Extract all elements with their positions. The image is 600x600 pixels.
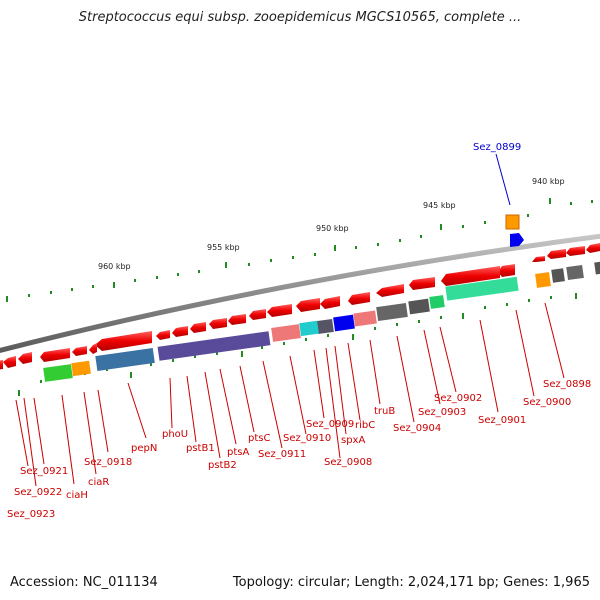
label-pepn: pepN	[131, 443, 157, 454]
label-sez-0921: Sez_0921	[20, 466, 68, 477]
label-sez-0900: Sez_0900	[523, 397, 571, 408]
accession-text: Accession: NC_011134	[10, 575, 158, 590]
kbp-label-940: 940 kbp	[532, 177, 565, 186]
kbp-label-960: 960 kbp	[98, 262, 131, 271]
label-sez-0903: Sez_0903	[418, 407, 466, 418]
label-sez-0898: Sez_0898	[543, 379, 591, 390]
label-sez-0899: Sez_0899	[473, 142, 521, 153]
label-ciar: ciaR	[88, 477, 109, 488]
gene-arrows-outer	[0, 243, 600, 370]
label-sez-0911: Sez_0911	[258, 449, 306, 460]
label-ptsc: ptsC	[248, 433, 270, 444]
topology-text: Topology: circular; Length: 2,024,171 bp…	[232, 575, 590, 590]
sez-0899-callout	[495, 153, 511, 206]
label-ptsa: ptsA	[227, 447, 249, 458]
label-pstb1: pstB1	[186, 443, 215, 454]
label-spxa: spxA	[341, 435, 365, 446]
label-sez-0901: Sez_0901	[478, 415, 526, 426]
scale-ticks	[6, 198, 593, 396]
label-ciah: ciaH	[66, 490, 88, 501]
kbp-label-955: 955 kbp	[207, 243, 240, 252]
label-ribc: ribC	[355, 420, 375, 431]
label-trub: truB	[374, 406, 395, 417]
label-sez-0909: Sez_0909	[306, 419, 354, 430]
label-sez-0904: Sez_0904	[393, 423, 441, 434]
label-phou: phoU	[162, 429, 188, 440]
map-title: Streptococcus equi subsp. zooepidemicus …	[78, 10, 522, 25]
label-sez-0910: Sez_0910	[283, 433, 331, 444]
callout-lines	[15, 302, 565, 487]
label-sez-0922: Sez_0922	[14, 487, 62, 498]
label-pstb2: pstB2	[208, 460, 237, 471]
sez-0899-orange-block	[505, 214, 520, 230]
label-sez-0902: Sez_0902	[434, 393, 482, 404]
kbp-label-945: 945 kbp	[423, 201, 456, 210]
sez-0899-blue-arrow	[510, 233, 524, 247]
cog-blocks	[43, 261, 600, 382]
kbp-label-950: 950 kbp	[316, 224, 349, 233]
label-sez-0923: Sez_0923	[7, 509, 55, 520]
genome-backbone	[0, 233, 600, 354]
label-sez-0918: Sez_0918	[84, 457, 132, 468]
label-sez-0908: Sez_0908	[324, 457, 372, 468]
